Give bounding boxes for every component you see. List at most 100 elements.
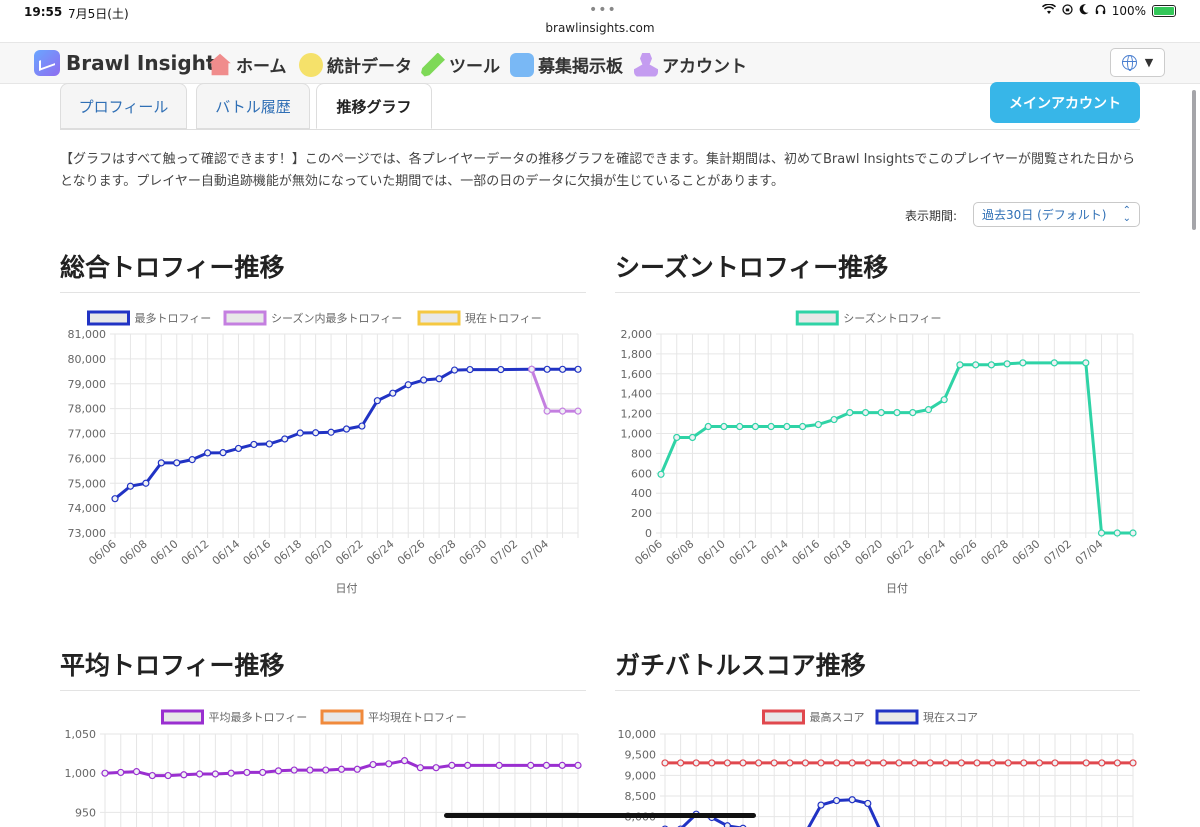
address-url[interactable]: brawlinsights.com bbox=[545, 21, 655, 35]
wrench-icon bbox=[421, 52, 445, 77]
x-tick-label: 06/20 bbox=[853, 537, 886, 567]
data-point bbox=[219, 449, 227, 457]
multitask-dots[interactable]: ••• bbox=[589, 2, 617, 18]
brand-name: Brawl Insights bbox=[66, 51, 228, 75]
data-point bbox=[1020, 759, 1028, 767]
data-point bbox=[1051, 759, 1059, 767]
average-trophy-chart[interactable]: 平均最多トロフィー 平均現在トロフィー 950 1,000 1,050 bbox=[60, 700, 590, 827]
legend-label: 最高スコア bbox=[810, 710, 865, 724]
main-account-button[interactable]: メインアカウント bbox=[990, 82, 1140, 123]
nav-board-label: 募集掲示板 bbox=[538, 57, 623, 77]
data-point bbox=[353, 765, 361, 773]
data-point bbox=[416, 764, 424, 772]
nav-account-label: アカウント bbox=[662, 57, 747, 77]
brand-link[interactable]: Brawl Insights bbox=[34, 50, 227, 76]
nav-account[interactable]: アカウント bbox=[634, 52, 747, 77]
data-point bbox=[432, 764, 440, 772]
status-right: 100% bbox=[1041, 3, 1176, 18]
data-point bbox=[1035, 759, 1043, 767]
page-scrollbar[interactable] bbox=[1192, 90, 1196, 230]
period-label: 表示期間: bbox=[905, 209, 958, 223]
page-description: 【グラフはすべて触って確認できます！】このページでは、各プレイヤーデータの推移グ… bbox=[60, 149, 1142, 193]
data-point bbox=[337, 765, 346, 773]
data-point bbox=[864, 799, 872, 808]
data-point bbox=[132, 768, 141, 776]
data-point bbox=[126, 482, 135, 490]
x-tick-label: 06/24 bbox=[364, 537, 397, 567]
legend-label: 現在トロフィー bbox=[465, 312, 542, 325]
data-point bbox=[817, 759, 825, 767]
x-tick-label: 07/02 bbox=[1041, 537, 1074, 567]
legend-swatch bbox=[161, 709, 204, 725]
board-icon bbox=[510, 52, 534, 77]
data-point bbox=[942, 759, 950, 767]
y-tick-label: 800 bbox=[631, 447, 652, 460]
x-axis-label: 日付 bbox=[886, 582, 908, 595]
legend-label: 現在スコア bbox=[923, 711, 978, 724]
data-point bbox=[864, 759, 872, 767]
period-select[interactable]: 過去30日 (デフォルト) ⌃ ⌄ bbox=[973, 202, 1140, 227]
x-tick-label: 06/28 bbox=[426, 537, 459, 567]
y-tick-label: 80,000 bbox=[68, 353, 107, 366]
data-point bbox=[227, 769, 235, 777]
legend-label: シーズントロフィー bbox=[843, 311, 941, 325]
data-point bbox=[281, 435, 289, 443]
tab-profile[interactable]: プロフィール bbox=[60, 83, 187, 129]
data-point bbox=[817, 801, 825, 809]
data-point bbox=[448, 761, 456, 769]
data-point bbox=[814, 420, 822, 429]
data-point bbox=[528, 365, 536, 373]
data-point bbox=[673, 433, 681, 442]
home-icon bbox=[209, 53, 231, 76]
data-point bbox=[243, 768, 251, 777]
x-tick-label: 06/14 bbox=[210, 537, 243, 567]
data-point bbox=[464, 761, 472, 769]
status-date: 7月5日(土) bbox=[68, 7, 129, 21]
data-point bbox=[848, 796, 856, 804]
tab-trend-graph[interactable]: 推移グラフ bbox=[316, 83, 432, 129]
y-tick-label: 1,000 bbox=[65, 767, 97, 780]
data-point bbox=[188, 456, 196, 464]
season-trophy-chart[interactable]: シーズントロフィー 0 200 400 600 800 1,000 1,200 1,400 1,6… bbox=[615, 300, 1145, 605]
data-point bbox=[692, 759, 700, 767]
data-point bbox=[574, 365, 582, 373]
section-divider bbox=[615, 690, 1140, 691]
data-point bbox=[558, 365, 567, 373]
y-tick-label: 400 bbox=[631, 487, 652, 500]
section-title-total: 総合トロフィー推移 bbox=[60, 253, 285, 282]
nav-board[interactable]: 募集掲示板 bbox=[510, 52, 623, 77]
x-axis-label: 日付 bbox=[336, 582, 358, 595]
data-point bbox=[142, 479, 150, 487]
y-tick-label: 1,000 bbox=[621, 428, 653, 441]
total-trophy-chart[interactable]: 最多トロフィー シーズン内最多トロフィー 現在トロフィー 73,000 74,000 75… bbox=[60, 300, 590, 605]
x-tick-label: 06/06 bbox=[86, 537, 119, 567]
data-point bbox=[833, 796, 841, 805]
data-point bbox=[723, 822, 731, 827]
data-point bbox=[117, 768, 125, 777]
y-tick-label: 2,000 bbox=[621, 328, 653, 341]
x-tick-label: 06/28 bbox=[978, 537, 1011, 567]
data-point bbox=[369, 760, 377, 769]
home-indicator[interactable] bbox=[444, 813, 756, 818]
data-point bbox=[987, 361, 995, 369]
data-point bbox=[861, 409, 870, 417]
data-point bbox=[290, 766, 298, 774]
data-point bbox=[196, 770, 204, 778]
data-point bbox=[895, 759, 903, 767]
language-selector[interactable]: ▼ bbox=[1110, 48, 1165, 77]
period-value: 過去30日 (デフォルト) bbox=[982, 208, 1107, 222]
data-point bbox=[1082, 359, 1090, 367]
legend-swatch bbox=[875, 709, 919, 725]
legend-swatch bbox=[223, 310, 267, 326]
nav-stats[interactable]: 統計データ bbox=[299, 52, 412, 77]
data-point bbox=[180, 771, 188, 779]
x-tick-label: 06/08 bbox=[117, 537, 150, 567]
y-tick-label: 1,600 bbox=[621, 368, 653, 381]
legend-swatch bbox=[87, 310, 130, 326]
data-point bbox=[274, 767, 283, 775]
nav-tools[interactable]: ツール bbox=[421, 52, 500, 77]
data-point bbox=[755, 759, 763, 767]
nav-home[interactable]: ホーム bbox=[208, 52, 287, 77]
tab-battle-history[interactable]: バトル履歴 bbox=[196, 83, 310, 129]
